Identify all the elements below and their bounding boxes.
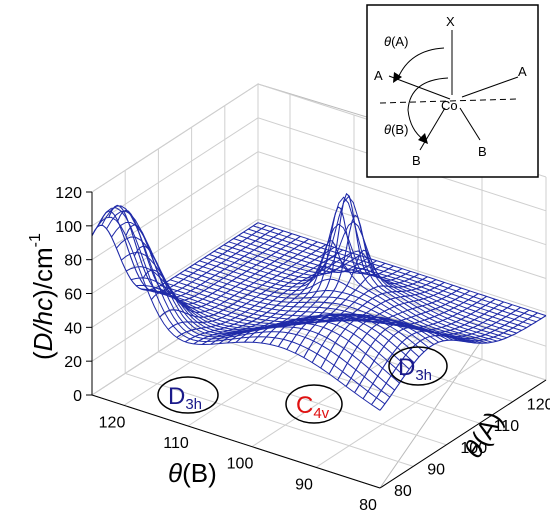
region-label-d3h-right: D3h	[388, 346, 448, 386]
inset-angle-b-rest: (B)	[391, 122, 408, 137]
x-gridline-3	[315, 156, 483, 468]
inset-bond-a-left	[388, 75, 451, 100]
tick-labels: 0 20 40 60 80 100 120 120 110 100 90 80 80 90 100 110 12…	[55, 185, 550, 514]
z-tick-80: 80	[64, 253, 82, 270]
region-2-base: D	[398, 354, 415, 381]
mesh-line-b-21	[201, 257, 369, 345]
region-labels: D3h C4v D3h	[157, 346, 448, 424]
region-2-sub: 3h	[415, 367, 432, 384]
mesh-line-b-7	[320, 295, 487, 369]
x-axis-rest: (B)	[182, 458, 217, 488]
region-0-sub: 3h	[185, 396, 202, 413]
inset-angle-a: θ(A)	[384, 34, 408, 49]
mesh-line-b-34	[91, 222, 259, 291]
inset-dashed-plane	[379, 98, 519, 104]
svg-text:C4v: C4v	[296, 392, 330, 422]
x-axis-title: θ(B)	[168, 458, 217, 488]
inset-bond-b-left	[419, 107, 446, 151]
z-tick-20: 20	[64, 354, 82, 371]
y-axis-line	[379, 379, 547, 489]
surface-mesh	[91, 192, 547, 411]
mesh-line-b-14	[260, 276, 428, 344]
region-0-base: D	[168, 383, 185, 410]
mesh-line-b-20	[210, 240, 377, 345]
mesh-line-b-0	[379, 315, 547, 411]
inset-angle-a-rest: (A)	[391, 34, 408, 49]
inset-angle-b-theta: θ	[384, 122, 391, 137]
z-tick-60: 60	[64, 287, 82, 304]
inset-angle-a-theta: θ	[384, 34, 391, 49]
inset-arrow-b	[418, 133, 428, 144]
mesh-line-b-26	[159, 244, 327, 318]
mesh-line-b-1	[371, 312, 538, 405]
z-axis-title: (D/hc)/cm-1	[27, 233, 58, 360]
x-axis-theta: θ	[168, 458, 182, 488]
inset-label-b-left: B	[412, 153, 421, 168]
mesh-line-b-27	[150, 241, 318, 313]
mesh-line-b-10	[294, 287, 462, 354]
inset-label-co: Co	[441, 98, 458, 113]
mesh-line-b-29	[133, 235, 301, 305]
x-axis-line	[91, 394, 381, 489]
mesh-line-b-31	[116, 209, 284, 298]
mesh-line-b-16	[244, 249, 411, 343]
inset-bond-a-right	[461, 76, 519, 98]
region-1-base: C	[296, 392, 313, 419]
x-tick-110: 110	[163, 435, 189, 452]
x-tick-100: 100	[227, 456, 254, 473]
x-tick-80: 80	[359, 497, 377, 514]
svg-text:D3h: D3h	[398, 354, 432, 384]
mesh-line-b-33	[99, 210, 267, 293]
z-tick-100: 100	[55, 219, 82, 236]
z-axis-title-post: )/cm	[28, 247, 58, 298]
z-tick-40: 40	[64, 320, 82, 337]
z-axis-title-sup: -1	[27, 233, 44, 247]
mesh-line-b-22	[193, 254, 360, 345]
mesh-line-b-24	[176, 249, 343, 338]
y-gridline-1	[124, 170, 414, 467]
y-tick-90: 90	[427, 461, 445, 478]
inset-label-a-right: A	[518, 64, 527, 79]
mesh-line-b-28	[142, 238, 310, 309]
inset-arc-a	[397, 47, 445, 79]
y-tick-120: 120	[527, 397, 550, 414]
mesh-line-b-25	[167, 246, 335, 330]
inset-bond-b-right	[459, 107, 481, 141]
inset-diagram: X A A Co B B θ(A) θ(B)	[366, 4, 539, 178]
region-label-c4v: C4v	[285, 384, 343, 424]
inset-arrow-a	[393, 72, 402, 83]
inset-arc-b	[407, 77, 449, 141]
y-tick-100: 100	[460, 440, 487, 457]
inset-angle-b: θ(B)	[384, 122, 408, 137]
y-tick-80: 80	[394, 483, 412, 500]
inset-label-x: X	[446, 14, 455, 29]
y-tick-110: 110	[494, 418, 520, 435]
svg-text:D3h: D3h	[168, 383, 202, 413]
z-axis-title-pre: (	[28, 351, 58, 360]
x-gridline-1	[187, 115, 355, 427]
mesh-line-b-8	[311, 293, 479, 363]
mesh-line-b-13	[269, 279, 437, 345]
z-tick-120: 120	[55, 185, 82, 202]
x-tick-90: 90	[295, 476, 313, 493]
mesh-line-b-6	[328, 298, 496, 375]
x-tick-120: 120	[99, 414, 126, 431]
z-axis-title-italic: D/hc	[28, 298, 58, 351]
inset-label-a-left: A	[374, 68, 383, 83]
region-1-sub: 4v	[313, 405, 329, 422]
y-gridline-2	[157, 148, 447, 446]
inset-label-b-right: B	[478, 144, 487, 159]
axes	[86, 191, 547, 489]
mesh-line-b-30	[125, 224, 293, 301]
mesh-line-b-23	[184, 252, 352, 343]
region-label-d3h-left: D3h	[157, 376, 219, 414]
mesh-line-b-11	[286, 284, 454, 350]
mesh-line-b-32	[108, 204, 276, 295]
z-tick-0: 0	[73, 388, 82, 405]
y-gridline-5	[257, 84, 547, 381]
